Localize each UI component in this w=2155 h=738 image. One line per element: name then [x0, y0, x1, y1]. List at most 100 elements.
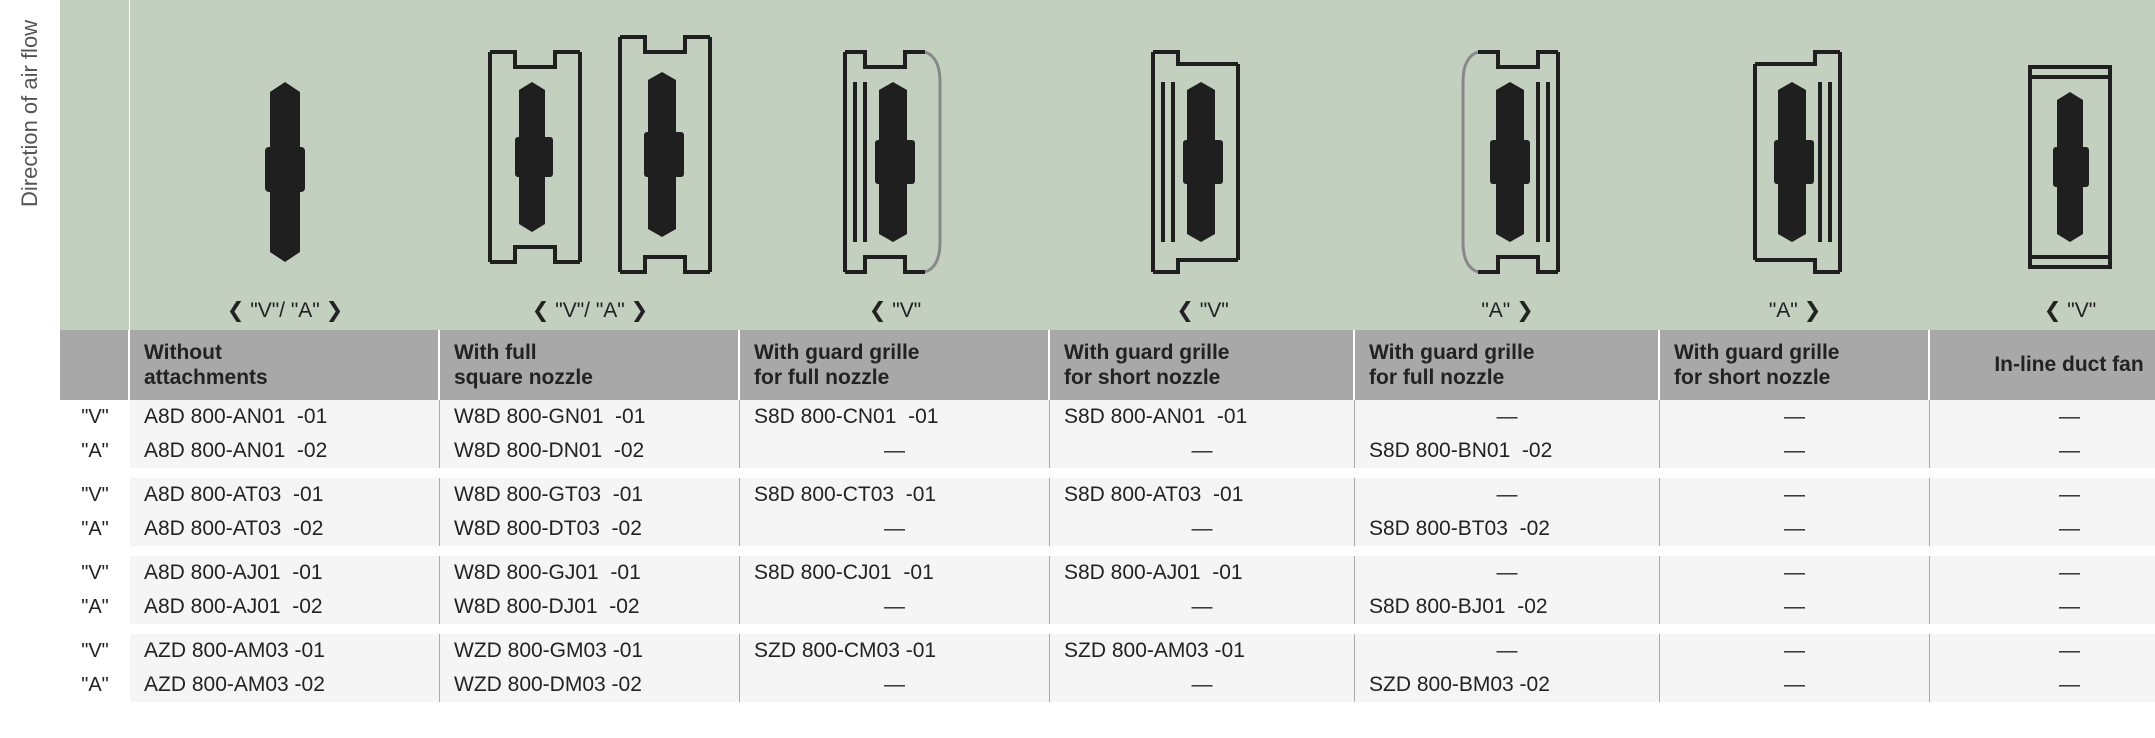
- part-number-cell: —: [1050, 434, 1355, 468]
- part-number-cell: AZD 800-AM03 -01: [130, 634, 440, 668]
- part-number-cell: WZD 800-DM03 -02: [440, 668, 740, 702]
- fan-guard-short-v-icon: [1123, 42, 1283, 282]
- part-number-cell: —: [1930, 512, 2155, 546]
- part-number-cell: A8D 800-AT03 -02: [130, 512, 440, 546]
- part-number-cell: SZD 800-AM03 -01: [1050, 634, 1355, 668]
- fan-duct-icon: [2005, 52, 2135, 282]
- part-number-cell: —: [1050, 668, 1355, 702]
- row-label-spacer: [60, 290, 130, 330]
- col-header-text: With guard grillefor full nozzle: [754, 340, 919, 390]
- col-header: Withoutattachments: [130, 330, 440, 400]
- row-label-spacer: [60, 0, 130, 290]
- part-number-cell: SZD 800-BM03 -02: [1355, 668, 1660, 702]
- icon-inline-duct-fan: [1930, 0, 2155, 290]
- table-row: "A"A8D 800-AN01 -02W8D 800-DN01 -02——S8D…: [60, 434, 2155, 468]
- part-number-cell: —: [740, 512, 1050, 546]
- part-number-cell: A8D 800-AJ01 -02: [130, 590, 440, 624]
- table-body: "V"A8D 800-AN01 -01W8D 800-GN01 -01S8D 8…: [60, 400, 2155, 702]
- part-number-cell: A8D 800-AN01 -01: [130, 400, 440, 434]
- fan-nozzle-pair-icon: [460, 32, 720, 282]
- column-header-row: Withoutattachments With fullsquare nozzl…: [60, 330, 2155, 400]
- part-number-cell: —: [1355, 634, 1660, 668]
- part-number-cell: —: [740, 590, 1050, 624]
- col-header-text: With guard grillefor full nozzle: [1369, 340, 1534, 390]
- part-number-cell: W8D 800-DN01 -02: [440, 434, 740, 468]
- row-direction-label: "V": [60, 556, 130, 590]
- part-number-cell: SZD 800-CM03 -01: [740, 634, 1050, 668]
- direction-label-row: ❮ "V"/ "A" ❯ ❮ "V"/ "A" ❯ ❮ "V" ❮ "V" "A…: [60, 290, 2155, 330]
- col-header-text: With guard grillefor short nozzle: [1064, 340, 1229, 390]
- dir-label: ❮ "V": [740, 290, 1050, 330]
- part-number-cell: W8D 800-GJ01 -01: [440, 556, 740, 590]
- dir-label: "A" ❯: [1660, 290, 1930, 330]
- table-row: "V"A8D 800-AT03 -01W8D 800-GT03 -01S8D 8…: [60, 478, 2155, 512]
- part-number-cell: —: [1660, 634, 1930, 668]
- row-direction-label: "A": [60, 434, 130, 468]
- row-label-spacer: [60, 330, 130, 400]
- part-number-cell: WZD 800-GM03 -01: [440, 634, 740, 668]
- col-header-text: With guard grillefor short nozzle: [1674, 340, 1839, 390]
- icon-guard-short-nozzle-a: [1660, 0, 1930, 290]
- col-header-text: With fullsquare nozzle: [454, 340, 593, 390]
- part-number-cell: —: [1660, 478, 1930, 512]
- dir-label: ❮ "V"/ "A" ❯: [440, 290, 740, 330]
- row-direction-label: "V": [60, 478, 130, 512]
- table-row: "A"A8D 800-AJ01 -02W8D 800-DJ01 -02——S8D…: [60, 590, 2155, 624]
- part-number-cell: —: [1660, 556, 1930, 590]
- col-header: With guard grillefor short nozzle: [1050, 330, 1355, 400]
- part-number-cell: S8D 800-AJ01 -01: [1050, 556, 1355, 590]
- col-header: With guard grillefor full nozzle: [1355, 330, 1660, 400]
- table-row: "V"A8D 800-AN01 -01W8D 800-GN01 -01S8D 8…: [60, 400, 2155, 434]
- table-row: "V"AZD 800-AM03 -01WZD 800-GM03 -01SZD 8…: [60, 634, 2155, 668]
- row-direction-label: "A": [60, 590, 130, 624]
- part-number-cell: —: [1930, 590, 2155, 624]
- part-number-cell: W8D 800-GN01 -01: [440, 400, 740, 434]
- part-number-cell: —: [1050, 590, 1355, 624]
- part-number-cell: A8D 800-AJ01 -01: [130, 556, 440, 590]
- fan-selection-table: Direction of air flow: [0, 0, 2155, 702]
- row-direction-label: "A": [60, 512, 130, 546]
- part-number-cell: —: [1660, 590, 1930, 624]
- fan-guard-full-v-icon: [815, 42, 975, 282]
- dir-label: "A" ❯: [1355, 290, 1660, 330]
- part-number-cell: —: [1660, 512, 1930, 546]
- part-number-cell: —: [1660, 668, 1930, 702]
- part-number-cell: S8D 800-AN01 -01: [1050, 400, 1355, 434]
- part-number-cell: W8D 800-DJ01 -02: [440, 590, 740, 624]
- part-number-cell: W8D 800-GT03 -01: [440, 478, 740, 512]
- table-row: "V"A8D 800-AJ01 -01W8D 800-GJ01 -01S8D 8…: [60, 556, 2155, 590]
- table-row: "A"A8D 800-AT03 -02W8D 800-DT03 -02——S8D…: [60, 512, 2155, 546]
- part-number-cell: S8D 800-CN01 -01: [740, 400, 1050, 434]
- part-number-cell: —: [1930, 400, 2155, 434]
- part-number-cell: AZD 800-AM03 -02: [130, 668, 440, 702]
- row-direction-label: "V": [60, 400, 130, 434]
- part-number-cell: A8D 800-AN01 -02: [130, 434, 440, 468]
- col-header: With guard grillefor short nozzle: [1660, 330, 1930, 400]
- part-number-cell: S8D 800-CJ01 -01: [740, 556, 1050, 590]
- part-number-cell: S8D 800-BN01 -02: [1355, 434, 1660, 468]
- dir-label: ❮ "V": [1930, 290, 2155, 330]
- dir-label: ❮ "V": [1050, 290, 1355, 330]
- part-number-cell: —: [1930, 434, 2155, 468]
- part-number-cell: —: [1930, 556, 2155, 590]
- part-number-cell: —: [740, 668, 1050, 702]
- part-number-cell: —: [1355, 400, 1660, 434]
- col-header: With guard grillefor full nozzle: [740, 330, 1050, 400]
- icon-guard-full-nozzle-v: [740, 0, 1050, 290]
- col-header: With fullsquare nozzle: [440, 330, 740, 400]
- part-number-cell: —: [1050, 512, 1355, 546]
- col-header-text: In-line duct fan: [1994, 352, 2143, 377]
- row-direction-label: "A": [60, 668, 130, 702]
- part-number-cell: —: [1355, 478, 1660, 512]
- part-number-cell: —: [1930, 668, 2155, 702]
- icon-full-square-nozzle: [440, 0, 740, 290]
- icon-guard-full-nozzle-a: [1355, 0, 1660, 290]
- part-number-cell: S8D 800-CT03 -01: [740, 478, 1050, 512]
- airflow-direction-label: Direction of air flow: [0, 0, 60, 290]
- part-number-cell: —: [1930, 478, 2155, 512]
- table-row: "A"AZD 800-AM03 -02WZD 800-DM03 -02——SZD…: [60, 668, 2155, 702]
- col-header: In-line duct fan: [1930, 330, 2155, 400]
- part-number-cell: S8D 800-BJ01 -02: [1355, 590, 1660, 624]
- icon-header-row: [60, 0, 2155, 290]
- fan-icon: [225, 52, 345, 282]
